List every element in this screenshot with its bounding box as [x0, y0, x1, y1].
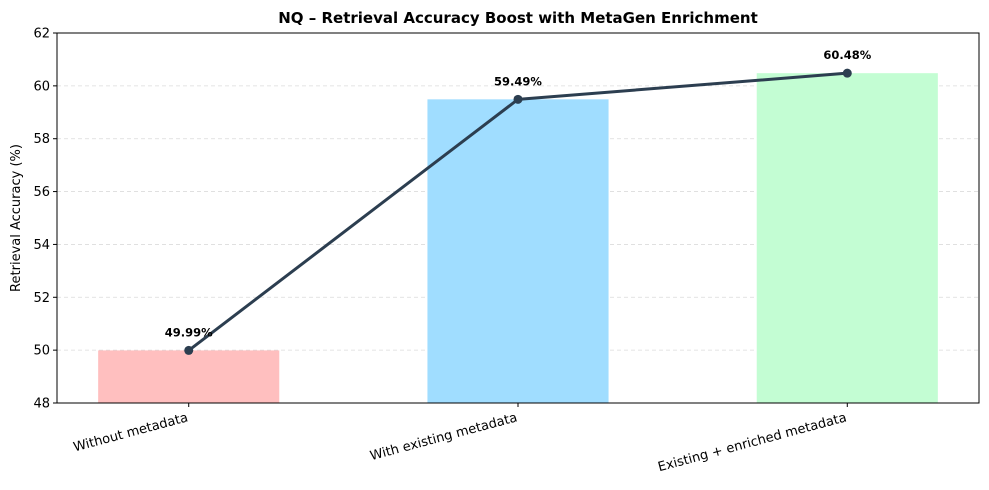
y-axis-label: Retrieval Accuracy (%) [9, 144, 24, 292]
bar-2 [427, 99, 609, 403]
y-tick-label: 52 [33, 291, 50, 306]
data-labels: 49.99% 59.49% 60.48% [165, 48, 872, 339]
y-tick-label: 58 [33, 132, 50, 147]
data-label-1: 49.99% [165, 325, 213, 339]
x-tick-label: Existing + enriched metadata [656, 410, 848, 475]
y-axis-ticks: 48 50 52 54 56 58 60 62 [33, 27, 57, 412]
data-label-2: 59.49% [494, 74, 542, 88]
y-tick-label: 50 [33, 344, 50, 359]
y-tick-label: 48 [33, 397, 50, 412]
y-tick-label: 54 [33, 238, 50, 253]
x-tick-label: With existing metadata [368, 410, 519, 464]
bar-3 [756, 73, 938, 404]
trend-marker-2 [513, 94, 523, 104]
chart-title: NQ – Retrieval Accuracy Boost with MetaG… [278, 9, 758, 27]
bar-1 [98, 350, 280, 403]
trend-marker-3 [842, 68, 852, 78]
trend-marker-1 [184, 345, 194, 355]
data-label-3: 60.48% [823, 48, 871, 62]
x-axis-ticks: Without metadata With existing metadata Ex… [72, 403, 848, 475]
y-tick-label: 60 [33, 79, 50, 94]
y-tick-label: 62 [33, 27, 50, 42]
bars [98, 73, 938, 404]
y-tick-label: 56 [33, 185, 50, 200]
trend-markers [184, 68, 852, 355]
x-tick-label: Without metadata [72, 410, 190, 455]
